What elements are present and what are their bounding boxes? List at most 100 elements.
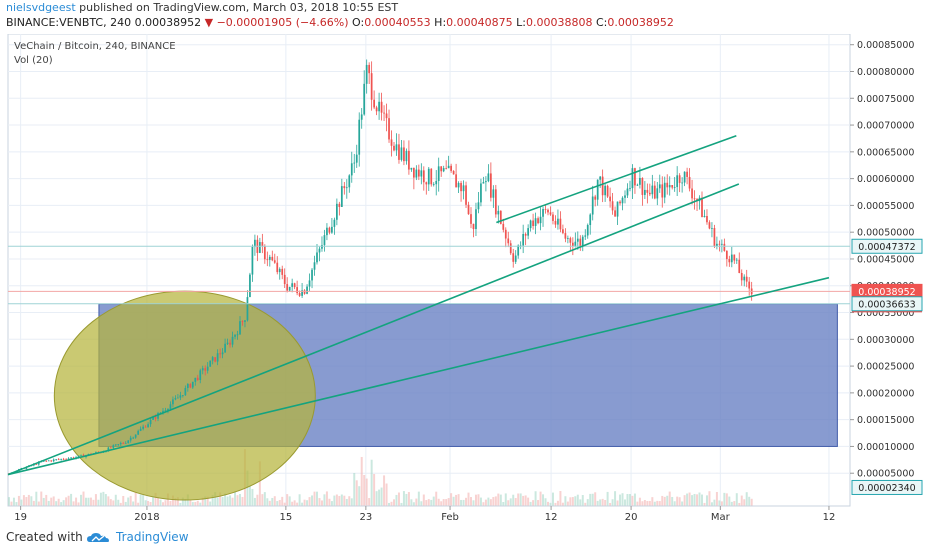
volume-bar (395, 494, 398, 506)
candle-body (457, 182, 460, 188)
candle-body (559, 218, 562, 230)
candle-body (60, 458, 63, 460)
volume-bar (137, 502, 140, 506)
candle-body (673, 187, 676, 188)
volume-bar (75, 497, 78, 506)
candle-body (293, 283, 296, 288)
volume-bar (653, 501, 656, 506)
volume-bar (534, 491, 537, 506)
candle-body (258, 242, 261, 253)
candle-body (167, 408, 169, 411)
tradingview-link[interactable]: TradingView (116, 530, 189, 544)
candle-body (599, 176, 602, 180)
candle-body (398, 144, 400, 160)
time-axis[interactable]: 19 2018 15 23 Feb 12 20 Mar 12 (8, 505, 850, 523)
volume-bar (316, 491, 318, 506)
volume-bar (609, 502, 612, 506)
price-chart[interactable]: VeChain / Bitcoin, 240, BINANCE Vol (20)… (0, 33, 932, 526)
candle-body (576, 238, 579, 242)
volume-bar (248, 485, 251, 506)
volume-bar (390, 501, 393, 506)
volume-bar (715, 491, 718, 506)
y-tick-label: 0.00065000 (857, 147, 914, 158)
candle-body (455, 174, 457, 188)
candle-body (137, 430, 140, 435)
open-label: O: (352, 16, 365, 29)
candle-body (703, 216, 706, 218)
volume-bar (681, 501, 684, 506)
volume-bar (579, 499, 582, 506)
volume-bar (633, 493, 636, 506)
volume-bar (576, 494, 579, 506)
volume-bar (258, 461, 261, 506)
candle-body (291, 283, 294, 287)
volume-bar (437, 498, 440, 506)
candle-body (415, 169, 418, 178)
candle-body (331, 226, 333, 233)
volume-bar (522, 495, 525, 506)
volume-bar (512, 494, 515, 506)
candle-body (383, 112, 385, 114)
volume-bar (405, 493, 408, 506)
volume-bar (708, 491, 711, 506)
volume-bar (268, 500, 271, 506)
volume-bar (114, 494, 117, 506)
volume-bar (286, 494, 289, 506)
chart-area[interactable]: VeChain / Bitcoin, 240, BINANCE Vol (20)… (0, 33, 932, 526)
candle-body (738, 259, 741, 273)
volume-bar (378, 489, 381, 506)
volume-bar (497, 493, 500, 506)
volume-bar (368, 498, 371, 506)
candle-body (370, 73, 373, 100)
candle-body (410, 167, 413, 170)
volume-bar (102, 491, 105, 506)
volume-bar (164, 500, 167, 506)
volume-bar (569, 497, 572, 506)
volume-bar (152, 496, 155, 506)
candle-body (177, 397, 179, 399)
candle-body (271, 256, 274, 261)
price-label-last: 0.00038952 (858, 287, 915, 298)
candle-body (390, 139, 393, 146)
candle-body (375, 107, 378, 112)
volume-bar (166, 493, 169, 506)
volume-bar (335, 494, 338, 506)
volume-bar (574, 496, 577, 506)
volume-bar (537, 500, 540, 506)
candle-body (445, 168, 448, 169)
candle-body (547, 209, 549, 213)
candle-body (626, 188, 629, 196)
last-price: 0.00038952 (134, 16, 202, 29)
author-link[interactable]: nielsvdgeest (6, 1, 76, 14)
volume-bar (27, 494, 30, 506)
candle-body (711, 228, 713, 229)
volume-bar (658, 501, 661, 506)
candle-body (47, 460, 50, 462)
candle-body (164, 410, 167, 412)
candle-body (656, 188, 659, 199)
volume-bar (427, 499, 430, 506)
candle-body (311, 269, 313, 281)
volume-bar (224, 493, 227, 506)
volume-bar (127, 497, 130, 506)
volume-bar (65, 497, 68, 506)
x-tick-label: 19 (14, 512, 27, 523)
volume-bar (479, 497, 482, 506)
price-axis[interactable]: 0.00085000 0.00080000 0.00075000 0.00070000… (850, 40, 914, 480)
volume-bar (296, 502, 299, 506)
volume-bar (293, 500, 296, 506)
symbol-label[interactable]: BINANCE:VENBTC, 240 (6, 16, 132, 29)
candle-body (549, 212, 552, 215)
volume-bar (529, 501, 532, 506)
candle-body (179, 395, 182, 398)
candle-body (365, 64, 368, 84)
volume-bar (30, 496, 33, 506)
volume-bar (325, 491, 328, 506)
volume-bar (551, 492, 554, 506)
candle-body (368, 64, 371, 74)
volume-bar (129, 495, 132, 506)
volume-bar (77, 502, 80, 506)
volume-bar (673, 501, 676, 506)
volume-bar (601, 498, 604, 506)
candle-body (303, 290, 306, 294)
